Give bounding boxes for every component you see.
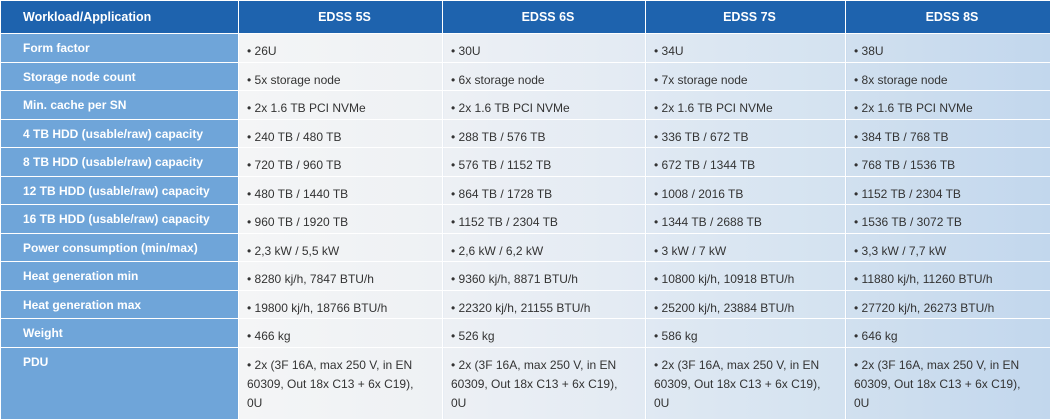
row-label: PDU [1, 348, 239, 420]
row-label: 4 TB HDD (usable/raw) capacity [1, 120, 239, 148]
row-label: Heat generation max [1, 291, 239, 319]
row-label: Min. cache per SN [1, 91, 239, 120]
value-cell: • 26U [239, 34, 443, 63]
value-cell: • 3,3 kW / 7,7 kW [846, 234, 1050, 262]
table-row: 12 TB HDD (usable/raw) capacity• 480 TB … [1, 177, 1050, 205]
value-cell: • 576 TB / 1152 TB [443, 148, 646, 177]
value-cell: • 384 TB / 768 TB [846, 120, 1050, 148]
table-row: 16 TB HDD (usable/raw) capacity• 960 TB … [1, 205, 1050, 234]
value-cell: • 2,6 kW / 6,2 kW [443, 234, 646, 262]
value-cell: • 720 TB / 960 TB [239, 148, 443, 177]
value-cell: • 240 TB / 480 TB [239, 120, 443, 148]
value-cell: • 25200 kj/h, 23884 BTU/h [646, 291, 846, 319]
value-cell: • 526 kg [443, 319, 646, 348]
value-cell: • 1152 TB / 2304 TB [846, 177, 1050, 205]
value-cell: • 19800 kj/h, 18766 BTU/h [239, 291, 443, 319]
header-cell: EDSS 8S [846, 1, 1050, 34]
value-cell: • 7x storage node [646, 63, 846, 91]
table-row: Power consumption (min/max)• 2,3 kW / 5,… [1, 234, 1050, 262]
row-label: Weight [1, 319, 239, 348]
value-cell: • 2,3 kW / 5,5 kW [239, 234, 443, 262]
value-cell: • 1344 TB / 2688 TB [646, 205, 846, 234]
value-cell: • 30U [443, 34, 646, 63]
table-row: PDU• 2x (3F 16A, max 250 V, in EN 60309,… [1, 348, 1050, 420]
value-cell: • 586 kg [646, 319, 846, 348]
table-row: Heat generation min• 8280 kj/h, 7847 BTU… [1, 262, 1050, 291]
value-cell: • 2x 1.6 TB PCI NVMe [846, 91, 1050, 120]
table-row: Weight• 466 kg• 526 kg• 586 kg• 646 kg [1, 319, 1050, 348]
value-cell: • 1152 TB / 2304 TB [443, 205, 646, 234]
row-label: 8 TB HDD (usable/raw) capacity [1, 148, 239, 177]
value-cell: • 34U [646, 34, 846, 63]
value-cell: • 768 TB / 1536 TB [846, 148, 1050, 177]
value-cell: • 2x 1.6 TB PCI NVMe [239, 91, 443, 120]
table-row: 8 TB HDD (usable/raw) capacity• 720 TB /… [1, 148, 1050, 177]
value-cell: • 11880 kj/h, 11260 BTU/h [846, 262, 1050, 291]
value-cell: • 336 TB / 672 TB [646, 120, 846, 148]
header-cell: EDSS 7S [646, 1, 846, 34]
header-cell: EDSS 5S [239, 1, 443, 34]
table-row: Form factor• 26U• 30U• 34U• 38U [1, 34, 1050, 63]
value-cell: • 2x (3F 16A, max 250 V, in EN 60309, Ou… [443, 348, 646, 420]
row-label: 16 TB HDD (usable/raw) capacity [1, 205, 239, 234]
row-label: Heat generation min [1, 262, 239, 291]
row-label: 12 TB HDD (usable/raw) capacity [1, 177, 239, 205]
value-cell: • 2x (3F 16A, max 250 V, in EN 60309, Ou… [846, 348, 1050, 420]
value-cell: • 960 TB / 1920 TB [239, 205, 443, 234]
header-cell: EDSS 6S [443, 1, 646, 34]
value-cell: • 3 kW / 7 kW [646, 234, 846, 262]
header-cell: Workload/Application [1, 1, 239, 34]
value-cell: • 2x (3F 16A, max 250 V, in EN 60309, Ou… [239, 348, 443, 420]
row-label: Storage node count [1, 63, 239, 91]
value-cell: • 480 TB / 1440 TB [239, 177, 443, 205]
value-cell: • 8280 kj/h, 7847 BTU/h [239, 262, 443, 291]
table-row: Min. cache per SN• 2x 1.6 TB PCI NVMe• 2… [1, 91, 1050, 120]
value-cell: • 8x storage node [846, 63, 1050, 91]
value-cell: • 10800 kj/h, 10918 BTU/h [646, 262, 846, 291]
value-cell: • 5x storage node [239, 63, 443, 91]
value-cell: • 27720 kj/h, 26273 BTU/h [846, 291, 1050, 319]
value-cell: • 864 TB / 1728 TB [443, 177, 646, 205]
table-row: 4 TB HDD (usable/raw) capacity• 240 TB /… [1, 120, 1050, 148]
value-cell: • 9360 kj/h, 8871 BTU/h [443, 262, 646, 291]
value-cell: • 22320 kj/h, 21155 BTU/h [443, 291, 646, 319]
value-cell: • 2x (3F 16A, max 250 V, in EN 60309, Ou… [646, 348, 846, 420]
value-cell: • 1536 TB / 3072 TB [846, 205, 1050, 234]
value-cell: • 2x 1.6 TB PCI NVMe [443, 91, 646, 120]
value-cell: • 38U [846, 34, 1050, 63]
value-cell: • 646 kg [846, 319, 1050, 348]
row-label: Form factor [1, 34, 239, 63]
value-cell: • 288 TB / 576 TB [443, 120, 646, 148]
value-cell: • 1008 / 2016 TB [646, 177, 846, 205]
value-cell: • 6x storage node [443, 63, 646, 91]
value-cell: • 672 TB / 1344 TB [646, 148, 846, 177]
table-row: Heat generation max• 19800 kj/h, 18766 B… [1, 291, 1050, 319]
value-cell: • 466 kg [239, 319, 443, 348]
value-cell: • 2x 1.6 TB PCI NVMe [646, 91, 846, 120]
table-row: Storage node count• 5x storage node• 6x … [1, 63, 1050, 91]
row-label: Power consumption (min/max) [1, 234, 239, 262]
